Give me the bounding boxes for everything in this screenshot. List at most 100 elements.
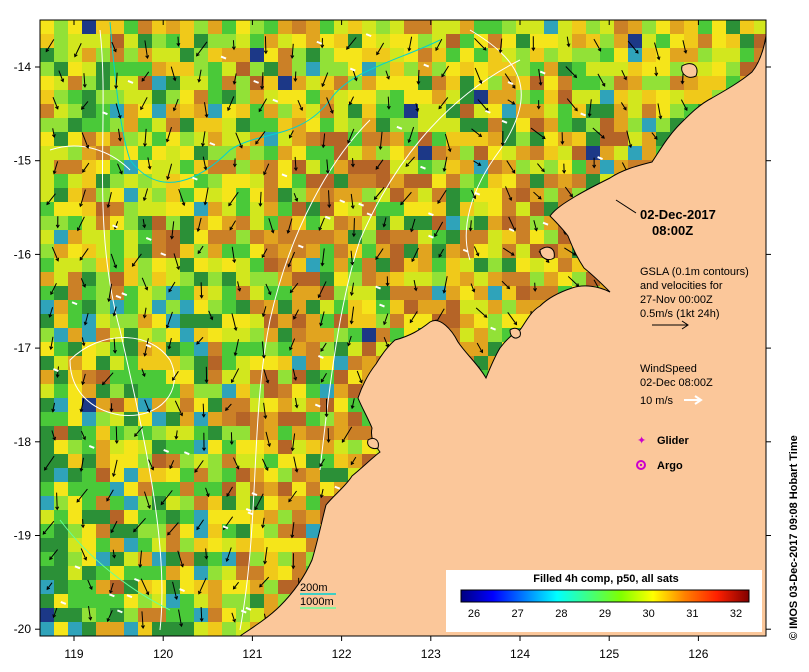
velocity-arrow [349,282,355,296]
sst-cell [236,286,250,300]
sst-cell [362,188,376,202]
velocity-arrow [441,65,450,78]
sst-cell [180,552,194,566]
sst-cell [460,104,474,118]
sst-cell [194,62,208,76]
glider-label: Glider [657,435,690,447]
sst-cell [278,454,292,468]
sst-cell [614,20,628,34]
sst-cell [516,244,530,258]
sst-cell [208,216,222,230]
sst-cell [222,34,236,48]
sst-cell [320,188,334,202]
coastal-islands [367,63,698,449]
sst-cell [250,174,264,188]
sst-cell [124,608,138,622]
sst-cell [488,146,502,160]
sst-cell [306,468,320,482]
sst-cell [376,20,390,34]
sst-cell [152,412,166,426]
velocity-arrow [407,126,415,144]
velocity-arrow [263,369,270,384]
velocity-arrow [289,338,296,351]
sst-cell [54,426,68,440]
velocity-arrow [142,188,149,202]
annotation-time: 08:00Z [652,223,693,238]
wind-arrow [365,33,372,38]
sst-cell [558,20,572,34]
gsla-contour-line [465,29,522,261]
sst-cell [68,230,82,244]
sst-cell [306,272,320,286]
sst-cell [110,384,124,398]
sst-cell [362,286,376,300]
velocity-arrow [321,133,326,149]
sst-cell [152,62,166,76]
sst-cell [264,20,278,34]
wind-arrow [324,215,331,220]
velocity-arrow [46,193,56,206]
sst-cell [348,216,362,230]
sst-cell [446,230,460,244]
sst-cell [180,20,194,34]
sst-cell [390,286,404,300]
sst-cell [404,62,418,76]
sst-cell [208,566,222,580]
sst-cell [208,412,222,426]
sst-cell [348,258,362,272]
sst-cell [306,524,320,538]
sst-cell [236,62,250,76]
velocity-arrow [144,40,150,60]
sst-cell [222,48,236,62]
sst-cell [222,454,236,468]
sst-cell [278,482,292,496]
sst-cell [152,370,166,384]
velocity-arrow [290,522,295,539]
sst-cell [306,314,320,328]
sst-cell [166,314,180,328]
velocity-arrow [620,102,627,111]
velocity-arrow [172,98,179,112]
sst-cell [502,34,516,48]
sst-cell [236,216,250,230]
sst-cell [642,90,656,104]
sst-cell [124,468,138,482]
sst-cell [446,90,460,104]
velocity-arrow [83,313,89,326]
sst-cell [404,174,418,188]
sst-cell [194,216,208,230]
sst-cell [278,384,292,398]
sst-cell [138,230,152,244]
velocity-arrow [55,492,60,511]
sst-cell [558,258,572,272]
sst-cell [390,48,404,62]
sst-cell [334,202,348,216]
velocity-arrow [263,36,268,55]
velocity-arrow [471,128,483,138]
wind-arrow [423,63,430,68]
velocity-arrow [197,245,204,255]
sst-cell [222,272,236,286]
sst-cell [306,160,320,174]
sst-cell [152,244,166,258]
sst-cell [278,62,292,76]
isobath-legend: 200m 1000m [300,582,336,609]
velocity-arrow [475,307,488,318]
velocity-arrow [111,41,117,53]
sst-cell [54,440,68,454]
sst-cell [166,300,180,314]
velocity-arrow [651,132,658,140]
sst-cell [166,398,180,412]
sst-cell [348,342,362,356]
sst-cell [292,454,306,468]
sst-cell [264,538,278,552]
wind-arrow [102,111,108,116]
velocity-arrow [235,132,243,149]
platform-legend: ✦ Glider Argo [636,434,690,472]
sst-cell [474,34,488,48]
velocity-arrow [225,547,232,563]
sst-cell [180,468,194,482]
sst-cell [726,20,740,34]
sst-cell [306,146,320,160]
sst-cell [180,482,194,496]
